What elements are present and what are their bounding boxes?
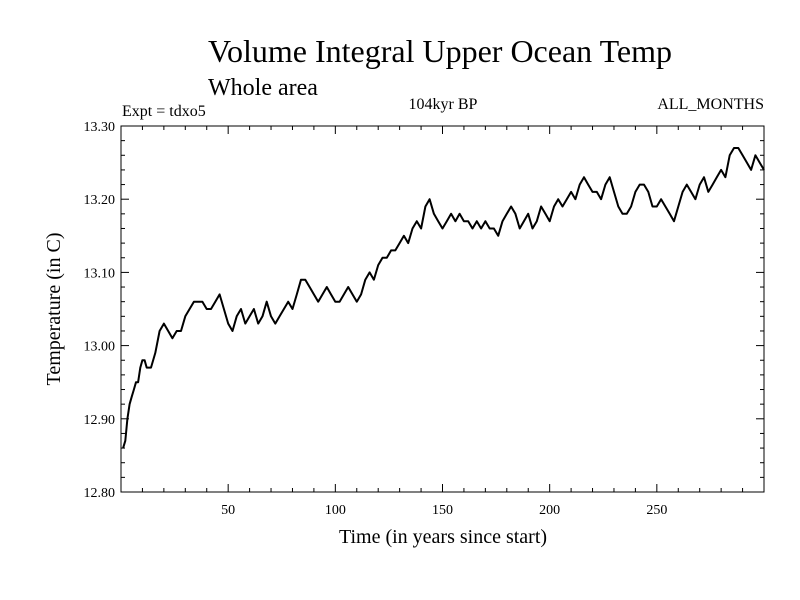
x-tick-label: 250: [646, 503, 667, 518]
axis-ticks: [121, 126, 764, 492]
annotation-experiment: Expt = tdxo5: [122, 103, 206, 120]
x-axis-label: Time (in years since start): [339, 526, 547, 548]
y-tick-labels: 12.80 12.90 13.00 13.10 13.20 13.30: [84, 120, 116, 501]
annotation-months: ALL_MONTHS: [657, 96, 764, 113]
y-tick-label: 12.90: [84, 413, 116, 428]
x-tick-label: 150: [432, 503, 453, 518]
y-axis-label: Temperature (in C): [43, 233, 65, 386]
x-tick-labels: 50 100 150 200 250: [221, 503, 667, 518]
x-tick-label: 50: [221, 503, 235, 518]
y-tick-label: 13.20: [84, 193, 116, 208]
plot-frame: [120, 125, 765, 493]
x-tick-label: 200: [539, 503, 560, 518]
y-tick-label: 13.30: [84, 120, 116, 135]
series-line: [122, 147, 765, 449]
annotation-period: 104kyr BP: [409, 96, 478, 113]
y-tick-label: 12.80: [84, 486, 116, 501]
chart-title: Volume Integral Upper Ocean Temp: [208, 33, 672, 69]
y-tick-label: 13.10: [84, 266, 116, 281]
chart-subtitle: Whole area: [208, 75, 318, 101]
y-tick-label: 13.00: [84, 340, 116, 355]
x-tick-label: 100: [325, 503, 346, 518]
